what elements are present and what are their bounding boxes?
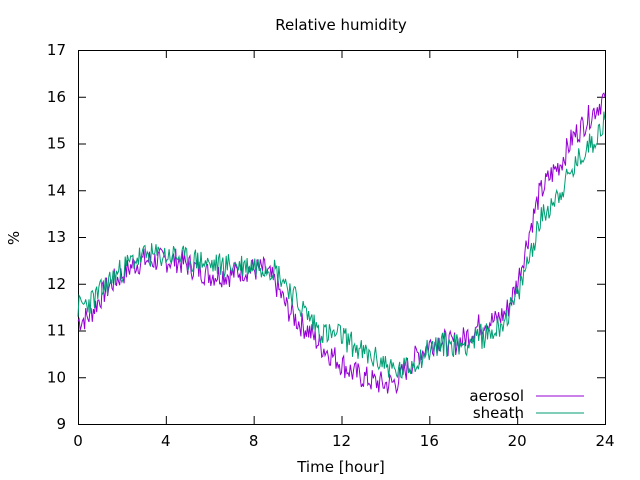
y-axis-label: % xyxy=(5,231,23,245)
y-tick-label: 12 xyxy=(47,275,66,293)
y-tick-label: 10 xyxy=(47,368,66,386)
y-tick-label: 15 xyxy=(47,135,66,153)
y-tick-label: 14 xyxy=(47,181,66,199)
x-tick-label: 20 xyxy=(508,432,527,450)
y-tick-label: 16 xyxy=(47,88,66,106)
y-tick-label: 9 xyxy=(56,415,66,433)
legend: aerosol sheath xyxy=(469,387,584,422)
legend-label-aerosol: aerosol xyxy=(469,387,524,405)
y-tick-label: 11 xyxy=(47,322,66,340)
series-line-aerosol xyxy=(77,92,606,395)
x-tick-label: 12 xyxy=(332,432,351,450)
series-layer xyxy=(77,92,606,395)
legend-label-sheath: sheath xyxy=(473,404,524,422)
x-tick-label: 16 xyxy=(420,432,439,450)
x-tick-label: 24 xyxy=(595,432,614,450)
series-line-sheath xyxy=(77,111,606,379)
y-tick-label: 13 xyxy=(47,228,66,246)
x-tick-label: 8 xyxy=(249,432,259,450)
x-axis-label: Time [hour] xyxy=(296,458,385,476)
axis-ticks: 0 4 8 12 16 20 24 9 10 11 12 13 14 15 16 17 xyxy=(47,41,615,450)
chart-title: Relative humidity xyxy=(275,16,407,34)
x-tick-label: 4 xyxy=(161,432,171,450)
y-tick-label: 17 xyxy=(47,41,66,59)
x-tick-label: 0 xyxy=(73,432,83,450)
